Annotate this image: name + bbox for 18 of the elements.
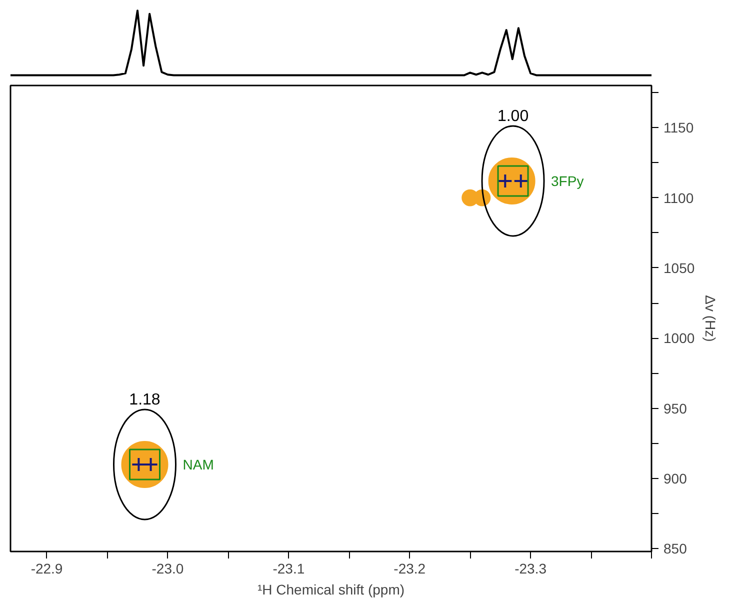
y-tick-label: 950: [664, 400, 688, 416]
y-tick-label: 1000: [664, 330, 695, 346]
y-axis-title: Δv (Hz): [702, 295, 719, 342]
x-tick-label: -23.2: [394, 560, 426, 576]
x-axis-title: ¹H Chemical shift (ppm): [257, 582, 405, 598]
annotation: 1.00: [497, 108, 529, 125]
y-tick-label: 850: [664, 540, 688, 557]
x-tick-label: -23.0: [152, 560, 184, 576]
y-tick-label: 1050: [664, 260, 695, 276]
x-tick-label: -22.9: [30, 560, 63, 576]
annotation: 1.18: [129, 391, 160, 408]
x-tick-label: -23.3: [514, 560, 547, 576]
annotation: 3FPy: [551, 172, 584, 189]
y-tick-label: 1150: [664, 120, 694, 136]
annotation: NAM: [182, 456, 214, 472]
x-tick-label: -23.1: [272, 560, 305, 576]
y-tick-label: 1100: [664, 190, 694, 206]
y-tick-label: 900: [664, 470, 688, 487]
